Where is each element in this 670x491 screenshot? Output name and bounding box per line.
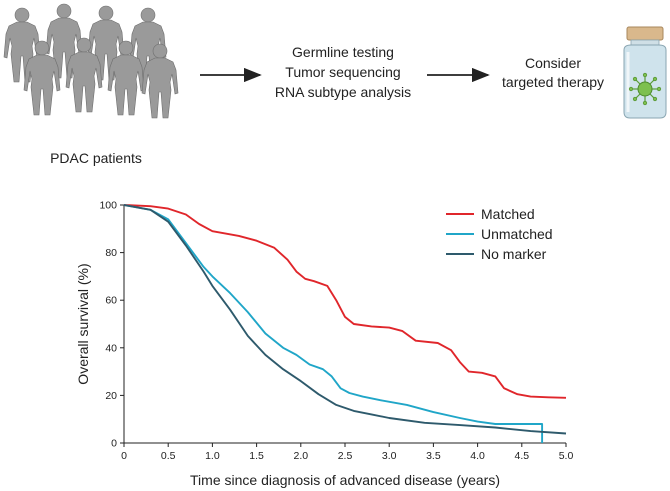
x-tick-label: 2.5 — [338, 450, 353, 462]
legend-label-no-marker: No marker — [481, 246, 547, 262]
patients-label: PDAC patients — [50, 150, 142, 166]
x-tick-label: 0 — [121, 450, 127, 462]
y-tick-label: 80 — [105, 247, 117, 259]
x-tick-label: 4.0 — [470, 450, 485, 462]
step-germline-testing: Germline testing — [292, 44, 394, 60]
y-axis-label: Overall survival (%) — [75, 263, 91, 384]
patients-illustration-icon — [3, 3, 179, 119]
chart-series — [123, 204, 567, 443]
chart-legend: Matched Unmatched No marker — [446, 206, 553, 262]
legend-label-matched: Matched — [481, 206, 535, 222]
x-tick-label: 1.5 — [249, 450, 264, 462]
step-rna-subtype-analysis: RNA subtype analysis — [275, 84, 411, 100]
x-tick-label: 1.0 — [205, 450, 220, 462]
x-tick-label: 0.5 — [161, 450, 176, 462]
x-axis-label: Time since diagnosis of advanced disease… — [190, 472, 500, 488]
y-tick-label: 20 — [105, 390, 117, 402]
x-tick-label: 5.0 — [559, 450, 574, 462]
series-line-matched — [123, 204, 567, 399]
x-tick-label: 2.0 — [293, 450, 308, 462]
y-tick-label: 100 — [99, 200, 117, 212]
y-tick-label: 60 — [105, 295, 117, 307]
outcome-line-2: targeted therapy — [502, 74, 604, 90]
x-tick-label: 3.0 — [382, 450, 397, 462]
x-tick-label: 4.5 — [514, 450, 529, 462]
series-line-unmatched — [123, 204, 544, 443]
y-tick-label: 40 — [105, 342, 117, 354]
legend-label-unmatched: Unmatched — [481, 226, 553, 242]
x-tick-label: 3.5 — [426, 450, 441, 462]
series-line-no-marker — [123, 204, 567, 435]
drug-vial-icon — [623, 26, 667, 119]
y-tick-label: 0 — [111, 438, 117, 450]
survival-chart: 0 0.5 1.0 1.5 2.0 2.5 3.0 3.5 4.0 4.5 5.0 0 20 40 60 80… — [75, 200, 573, 489]
chart-axes: 0 0.5 1.0 1.5 2.0 2.5 3.0 3.5 4.0 4.5 5.0 0 20 40 60 80… — [99, 200, 573, 463]
outcome-line-1: Consider — [525, 55, 581, 71]
step-tumor-sequencing: Tumor sequencing — [285, 64, 400, 80]
